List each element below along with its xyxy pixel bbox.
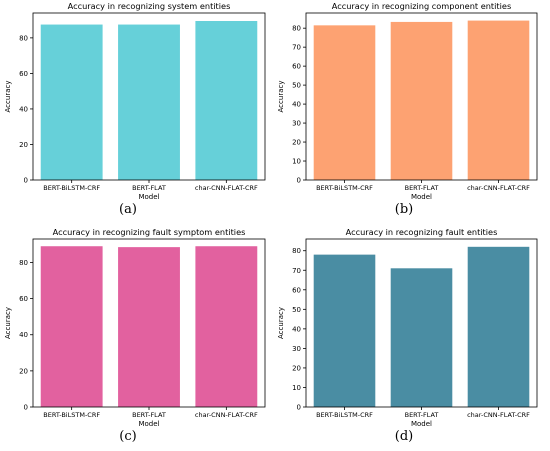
y-tick-label: 70: [292, 44, 301, 52]
y-tick-label: 20: [19, 367, 28, 375]
chart-panel-4: 0 10 20 30 40 50 60 70 80 BERT-BiLSTM-CRF BERT-FLA…: [277, 227, 538, 444]
x-tick-label: BERT-FLAT: [405, 411, 439, 419]
bar-1: [313, 254, 376, 407]
panel-label: (d): [395, 429, 413, 444]
y-tick-label: 20: [292, 364, 301, 372]
x-tick-label: char-CNN-FLAT-CRF: [195, 411, 258, 419]
y-tick-label: 80: [19, 259, 28, 267]
y-tick-label: 40: [19, 105, 28, 113]
bar-2: [390, 21, 453, 181]
y-tick-label: 40: [292, 325, 301, 333]
chart-panel-3: 0 20 40 60 80 BERT-BiLSTM-CRF BERT-FLAT char-CN…: [4, 227, 266, 444]
x-tick-label: BERT-BiLSTM-CRF: [316, 184, 373, 192]
x-tick-label: BERT-BiLSTM-CRF: [43, 411, 100, 419]
y-tick-label: 0: [24, 404, 28, 412]
x-tick-label: char-CNN-FLAT-CRF: [195, 184, 258, 192]
x-axis-label: Model: [411, 420, 432, 428]
chart-title: Accuracy in recognizing component entiti…: [332, 1, 511, 11]
y-tick-label: 0: [297, 404, 301, 412]
bar-2: [118, 247, 180, 407]
bar-2: [390, 268, 453, 407]
y-tick-label: 60: [292, 63, 301, 71]
y-tick-label: 0: [24, 177, 28, 185]
bar-1: [313, 25, 376, 181]
x-tick-label: BERT-BiLSTM-CRF: [316, 411, 373, 419]
bar-3: [195, 20, 258, 180]
x-tick-label: BERT-FLAT: [132, 411, 166, 419]
bar-3: [467, 246, 530, 407]
chart-title: Accuracy in recognizing fault symptom en…: [53, 227, 246, 237]
y-tick-label: 40: [19, 331, 28, 339]
y-tick-label: 40: [292, 101, 301, 109]
bar-3: [195, 246, 258, 407]
panel-label: (a): [119, 202, 137, 217]
chart-title: Accuracy in recognizing system entities: [68, 1, 231, 11]
x-tick-label: char-CNN-FLAT-CRF: [467, 411, 530, 419]
y-axis-label: Accuracy: [277, 81, 285, 113]
x-tick-label: BERT-BiLSTM-CRF: [43, 184, 100, 192]
bar-3: [467, 20, 530, 181]
x-axis-label: Model: [138, 420, 159, 428]
bar-2: [118, 24, 180, 180]
y-tick-label: 60: [292, 286, 301, 294]
y-axis-label: Accuracy: [277, 307, 285, 339]
x-tick-label: BERT-FLAT: [132, 184, 166, 192]
panel-label: (b): [395, 202, 413, 217]
y-tick-label: 70: [292, 267, 301, 275]
y-axis-label: Accuracy: [4, 81, 12, 113]
y-tick-label: 10: [292, 384, 301, 392]
x-axis-label: Model: [411, 193, 432, 201]
y-tick-label: 80: [292, 25, 301, 33]
y-tick-label: 80: [292, 247, 301, 255]
y-tick-label: 50: [292, 82, 301, 90]
y-axis-label: Accuracy: [4, 307, 12, 339]
y-tick-label: 50: [292, 306, 301, 314]
x-tick-label: char-CNN-FLAT-CRF: [467, 184, 530, 192]
y-tick-label: 0: [297, 177, 301, 185]
panel-label: (c): [119, 429, 136, 444]
y-tick-label: 80: [19, 34, 28, 42]
y-tick-label: 60: [19, 70, 28, 78]
y-tick-label: 20: [19, 141, 28, 149]
x-tick-label: BERT-FLAT: [405, 184, 439, 192]
bar-1: [40, 246, 103, 407]
bar-1: [40, 24, 103, 180]
y-tick-label: 20: [292, 139, 301, 147]
y-tick-label: 30: [292, 345, 301, 353]
y-tick-label: 60: [19, 295, 28, 303]
chart-panel-1: 0 20 40 60 80 BERT-BiLSTM-CRF BERT-FLAT char-CN…: [4, 1, 266, 217]
y-tick-label: 10: [292, 158, 301, 166]
chart-panel-2: 0 10 20 30 40 50 60 70 80 BERT-BiLSTM-CRF BERT-FLA…: [277, 1, 538, 217]
x-axis-label: Model: [138, 193, 159, 201]
y-tick-label: 30: [292, 120, 301, 128]
chart-title: Accuracy in recognizing fault entities: [346, 227, 498, 237]
